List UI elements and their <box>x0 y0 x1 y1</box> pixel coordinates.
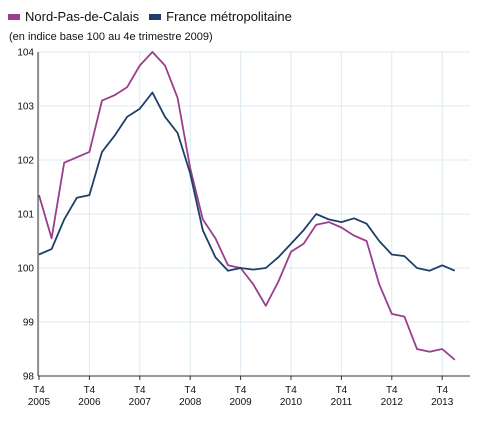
x-tick-label-year: 2006 <box>78 397 101 408</box>
legend-label-nord-pas-de-calais: Nord-Pas-de-Calais <box>25 9 140 24</box>
y-tick-label: 101 <box>17 210 34 221</box>
x-tick-label-year: 2008 <box>179 397 202 408</box>
x-tick-label-year: 2013 <box>431 397 454 408</box>
x-tick-label-year: 2012 <box>381 397 404 408</box>
chart-subtitle: (en indice base 100 au 4e trimestre 2009… <box>9 31 213 43</box>
y-tick-label: 104 <box>17 48 34 59</box>
y-tick-label: 99 <box>23 318 35 329</box>
x-tick-label-year: 2005 <box>28 397 51 408</box>
x-tick-label-quarter: T4 <box>134 385 146 396</box>
x-tick-label-quarter: T4 <box>285 385 297 396</box>
x-tick-label-year: 2010 <box>280 397 303 408</box>
x-tick-label-year: 2011 <box>331 397 353 408</box>
y-tick-label: 100 <box>17 264 34 275</box>
y-tick-label: 103 <box>17 102 34 113</box>
y-tick-label: 102 <box>17 156 34 167</box>
x-tick-label-quarter: T4 <box>336 385 348 396</box>
x-tick-label-year: 2007 <box>129 397 152 408</box>
x-tick-label-quarter: T4 <box>33 385 45 396</box>
legend-swatch-nord-pas-de-calais <box>8 13 20 20</box>
legend-item-nord-pas-de-calais: Nord-Pas-de-Calais <box>8 9 139 24</box>
x-tick-label-year: 2009 <box>229 397 252 408</box>
legend-swatch-france-metropolitaine <box>149 13 162 20</box>
x-tick-label-quarter: T4 <box>235 385 247 396</box>
x-tick-label-quarter: T4 <box>184 385 196 396</box>
series-line-nord-pas-de-calais <box>38 51 456 361</box>
series-line-france-metropolitaine <box>38 91 456 272</box>
legend-label-france-metropolitaine: France métropolitaine <box>166 9 292 24</box>
legend: Nord-Pas-de-Calais France métropolitaine <box>8 9 302 24</box>
x-tick-label-quarter: T4 <box>436 385 448 396</box>
x-tick-label-quarter: T4 <box>84 385 96 396</box>
y-tick-label: 98 <box>23 372 35 383</box>
x-tick-label-quarter: T4 <box>386 385 398 396</box>
legend-item-france-metropolitaine: France métropolitaine <box>149 9 292 24</box>
